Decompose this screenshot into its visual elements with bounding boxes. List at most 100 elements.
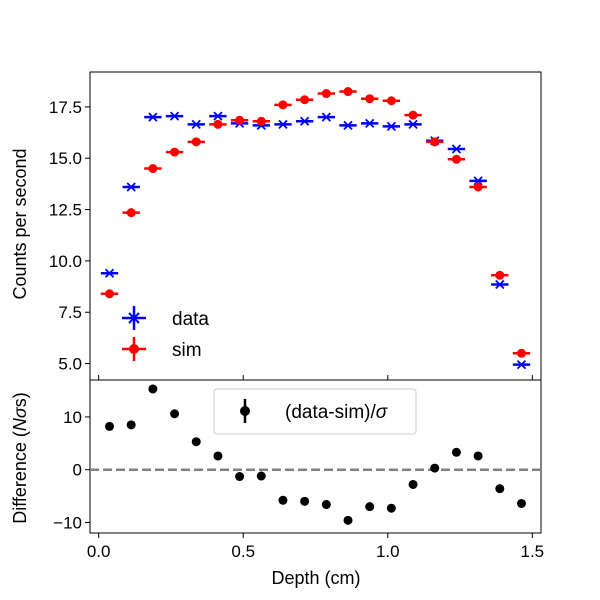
series-data [100,111,531,370]
data-point [100,268,119,278]
difference-marker [451,447,461,457]
data-marker [365,118,375,128]
sim-point [339,87,357,97]
data-marker [408,119,418,129]
sim-point [274,100,292,110]
sim-marker [105,289,115,299]
sim-point [361,94,379,104]
sim-point [382,96,401,106]
data-point [512,359,531,370]
x-tick-label: 1.5 [521,542,545,561]
sim-point [165,147,184,157]
sim-point [122,208,140,218]
difference-point [473,451,483,461]
data-marker [104,268,115,278]
legend-marker-diff [240,399,250,423]
difference-point [148,384,158,394]
top-y-axis-label: Counts per second [10,148,30,299]
top-y-tick-label: 17.5 [49,98,82,117]
difference-point [300,496,310,506]
top-y-tick-label: 12.5 [49,201,82,220]
x-tick-label: 0.5 [231,542,255,561]
difference-marker [148,384,158,394]
data-marker [148,112,158,122]
data-marker [191,119,201,129]
data-point [165,111,184,121]
difference-marker [235,472,245,482]
bottom-y-tick-label: −10 [53,513,82,532]
data-point [447,144,466,154]
sim-marker [386,96,396,106]
data-point [491,279,509,290]
data-point [382,121,401,132]
x-tick-label: 0.0 [87,542,111,561]
difference-point [430,463,440,473]
top-panel: 5.0 7.5 10.0 12.5 15.0 17.5 [49,71,542,381]
difference-marker [430,463,440,473]
data-point [122,182,140,192]
legend-box [213,388,417,435]
x-tick-label: 1.0 [376,542,400,561]
sim-marker [321,89,331,99]
data-marker [451,144,462,154]
data-point [404,119,422,129]
bottom-y-tick-label: 0 [73,461,82,480]
sim-point [426,137,444,147]
sim-point [209,119,227,129]
data-point [361,118,379,128]
difference-point [516,498,526,508]
difference-marker [170,409,180,419]
data-point [274,119,292,129]
sim-marker [300,95,310,105]
top-legend: data sim [122,306,209,361]
bottom-y-tick-label: 10 [63,408,82,427]
top-y-tick-label: 7.5 [58,303,82,322]
data-point [209,111,227,121]
data-point [317,112,336,122]
data-point [144,112,162,122]
sim-marker [235,115,245,125]
difference-point [343,515,353,525]
data-marker [516,359,527,370]
sim-point [100,289,119,299]
sim-marker [278,100,288,110]
sim-marker [451,154,461,164]
bottom-plot-frame [89,379,542,534]
sim-point [230,115,249,125]
difference-point [256,471,266,481]
difference-marker [126,420,136,430]
difference-point [365,502,375,512]
data-point [339,120,357,131]
sim-point [404,110,422,120]
data-marker [278,119,288,129]
bottom-legend: (data-sim)/σ [213,388,417,435]
difference-marker [343,515,353,525]
data-marker [386,121,397,132]
sim-marker [495,270,505,280]
top-y-tick-label: 15.0 [49,149,82,168]
difference-point [408,479,418,489]
top-y-tick-label: 5.0 [58,355,82,374]
difference-marker [473,451,483,461]
difference-marker [495,484,505,494]
difference-marker [321,500,331,510]
sim-point [144,164,162,174]
difference-point [170,409,180,419]
data-marker [495,279,505,290]
sim-point [295,95,314,105]
data-point [187,119,205,129]
data-marker [169,111,180,121]
sim-marker [430,137,440,147]
difference-marker [213,451,223,461]
difference-marker [191,437,201,447]
difference-point [235,472,245,482]
difference-marker [278,495,288,505]
difference-point [105,421,115,431]
bottom-y-axis-label: Difference (Nσs) [10,392,30,524]
sim-marker [408,110,418,120]
difference-point [278,495,288,505]
legend-marker-data [122,306,146,330]
sim-marker [343,87,353,97]
sim-point [447,154,466,164]
